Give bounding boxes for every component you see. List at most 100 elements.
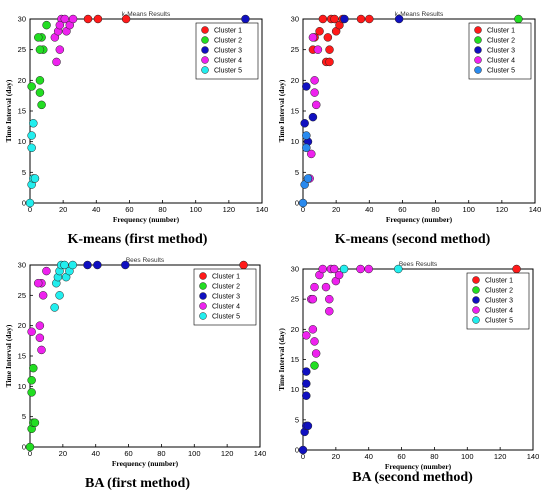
- legend-marker: [199, 272, 207, 280]
- x-tick-label: 60: [398, 205, 406, 214]
- data-point: [55, 45, 65, 54]
- y-axis-label: Time Interval (day): [277, 79, 286, 142]
- data-point: [310, 361, 319, 370]
- data-point: [52, 57, 61, 67]
- data-point: [339, 264, 349, 274]
- data-point: [93, 14, 103, 24]
- data-point: [298, 198, 308, 208]
- legend-marker: [472, 286, 480, 294]
- x-tick-label: 20: [59, 205, 67, 214]
- legend-label: Cluster 4: [214, 58, 242, 65]
- data-point: [310, 76, 319, 85]
- data-point: [318, 14, 328, 24]
- data-point: [300, 119, 309, 128]
- data-point: [68, 14, 78, 24]
- x-tick-label: 120: [223, 205, 236, 214]
- data-point: [302, 331, 311, 340]
- data-point: [308, 112, 318, 122]
- x-tick-label: 40: [92, 449, 100, 458]
- legend-label: Cluster 1: [485, 278, 513, 285]
- y-tick-label: 0: [22, 199, 26, 208]
- x-tick-label: 60: [397, 452, 405, 461]
- caption-ba-first: BA (first method): [85, 476, 190, 491]
- data-point: [302, 367, 311, 376]
- data-point: [323, 33, 333, 42]
- legend-label: Cluster 2: [214, 38, 242, 45]
- data-point: [329, 264, 339, 274]
- data-point: [330, 14, 339, 24]
- x-tick-label: 0: [28, 449, 32, 458]
- legend-marker: [199, 282, 207, 290]
- x-tick-label: 60: [125, 205, 133, 214]
- data-point: [33, 278, 43, 288]
- legend-marker: [199, 302, 207, 310]
- x-tick-label: 140: [529, 205, 542, 214]
- data-point: [298, 445, 308, 455]
- data-point: [325, 294, 334, 304]
- data-point: [512, 264, 521, 274]
- x-tick-label: 40: [92, 205, 100, 214]
- x-tick-label: 140: [254, 449, 267, 458]
- data-point: [307, 149, 316, 159]
- x-axis-label: Frequency (number): [386, 215, 453, 224]
- data-point: [308, 33, 318, 42]
- x-tick-label: 120: [496, 205, 509, 214]
- data-point: [25, 442, 35, 452]
- data-point: [35, 76, 45, 85]
- data-point: [325, 306, 334, 316]
- x-tick-label: 80: [430, 452, 438, 461]
- x-tick-label: 20: [59, 449, 67, 458]
- data-point: [35, 45, 45, 54]
- legend-label: Cluster 5: [487, 68, 515, 75]
- y-tick-label: 25: [18, 45, 26, 54]
- x-tick-label: 120: [494, 452, 507, 461]
- y-axis-label: Time Interval (day): [4, 79, 13, 142]
- legend-marker: [472, 316, 480, 324]
- data-point: [394, 14, 404, 24]
- data-point: [318, 264, 327, 274]
- data-point: [121, 260, 130, 270]
- caption-kmeans-second: K-means (second method): [334, 232, 491, 247]
- data-point: [29, 119, 38, 128]
- y-tick-label: 25: [18, 291, 26, 300]
- data-point: [30, 418, 40, 427]
- y-tick-label: 10: [18, 137, 26, 146]
- data-point: [356, 14, 366, 24]
- scatter-panel-kmeans-second: k-Means Results 0 20 40 60 80 100 120 140 0 5 10 15 2…: [277, 11, 542, 224]
- legend-label: Cluster 1: [487, 28, 515, 35]
- x-tick-label: 80: [431, 205, 439, 214]
- x-tick-label: 80: [157, 449, 165, 458]
- legend-marker: [472, 296, 480, 304]
- legend-marker: [199, 312, 207, 320]
- chart-title: k-Means Results: [122, 11, 171, 18]
- legend-marker: [474, 26, 482, 34]
- data-point: [27, 388, 36, 397]
- data-point: [30, 174, 40, 183]
- data-point: [27, 82, 36, 91]
- data-point: [365, 14, 374, 24]
- legend-label: Cluster 1: [214, 28, 242, 35]
- data-point: [68, 260, 77, 270]
- y-tick-label: 5: [22, 168, 26, 177]
- legend-label: Cluster 2: [485, 288, 513, 295]
- x-axis-label: Frequency (number): [385, 462, 452, 471]
- y-tick-label: 10: [291, 385, 299, 394]
- y-tick-label: 5: [22, 412, 26, 421]
- data-point: [121, 14, 131, 24]
- legend-label: Cluster 3: [214, 48, 242, 55]
- legend-label: Cluster 5: [212, 314, 240, 321]
- y-tick-label: 0: [295, 446, 299, 455]
- x-tick-label: 100: [461, 452, 474, 461]
- x-tick-label: 100: [189, 205, 202, 214]
- data-point: [27, 376, 36, 385]
- data-point: [302, 143, 311, 153]
- y-tick-label: 15: [18, 107, 26, 116]
- data-point: [55, 291, 64, 300]
- y-axis-label: Time Interval (day): [4, 324, 13, 387]
- y-tick-label: 15: [18, 352, 26, 361]
- data-point: [42, 266, 51, 276]
- legend-marker: [472, 276, 480, 284]
- chart-title: Bees Results: [399, 261, 438, 268]
- data-point: [315, 27, 324, 36]
- data-point: [42, 20, 51, 30]
